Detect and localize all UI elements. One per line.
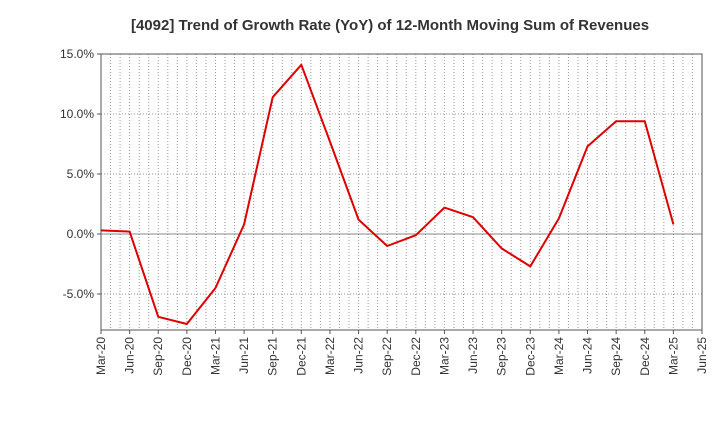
- x-tick-label: Mar-20: [94, 337, 108, 375]
- x-tick-label: Dec-23: [523, 337, 537, 376]
- x-tick-label: Dec-21: [294, 337, 308, 376]
- x-tick-label: Jun-25: [695, 337, 709, 374]
- x-tick-label: Jun-20: [123, 337, 137, 374]
- x-axis-ticks: Mar-20 Jun-20 Sep-20 Dec-20 Mar-21 Jun-21 Sep-…: [94, 330, 709, 376]
- y-tick-label: 0.0%: [67, 227, 95, 241]
- plot-area: [101, 54, 702, 330]
- y-tick-label: 10.0%: [60, 107, 94, 121]
- x-tick-label: Sep-22: [380, 337, 394, 376]
- x-tick-label: Mar-25: [666, 337, 680, 375]
- x-tick-label: Jun-22: [352, 337, 366, 374]
- chart-title: [4092] Trend of Growth Rate (YoY) of 12-…: [131, 17, 649, 34]
- x-tick-label: Dec-22: [409, 337, 423, 376]
- x-tick-label: Sep-23: [495, 337, 509, 376]
- y-tick-label: -5.0%: [63, 287, 95, 301]
- y-tick-label: 5.0%: [67, 167, 95, 181]
- x-tick-label: Mar-23: [437, 337, 451, 375]
- x-tick-label: Sep-24: [609, 337, 623, 376]
- series-line: [100, 63, 675, 325]
- x-tick-label: Dec-20: [180, 337, 194, 376]
- vertical-gridlines: [110, 54, 693, 330]
- series-layer: [100, 63, 675, 325]
- y-tick-label: 15.0%: [60, 47, 94, 61]
- x-tick-label: Mar-22: [323, 337, 337, 375]
- x-tick-label: Dec-24: [638, 337, 652, 376]
- x-tick-label: Mar-24: [552, 337, 566, 375]
- y-axis-ticks: 15.0% 10.0% 5.0% 0.0% -5.0%: [60, 47, 101, 301]
- x-tick-label: Jun-21: [237, 337, 251, 374]
- plot-frame: [100, 53, 703, 331]
- x-tick-label: Jun-24: [581, 337, 595, 374]
- x-tick-label: Jun-23: [466, 337, 480, 374]
- x-tick-label: Mar-21: [208, 337, 222, 375]
- x-tick-label: Sep-20: [151, 337, 165, 376]
- horizontal-gridlines: [101, 113, 702, 295]
- x-tick-label: Sep-21: [266, 337, 280, 376]
